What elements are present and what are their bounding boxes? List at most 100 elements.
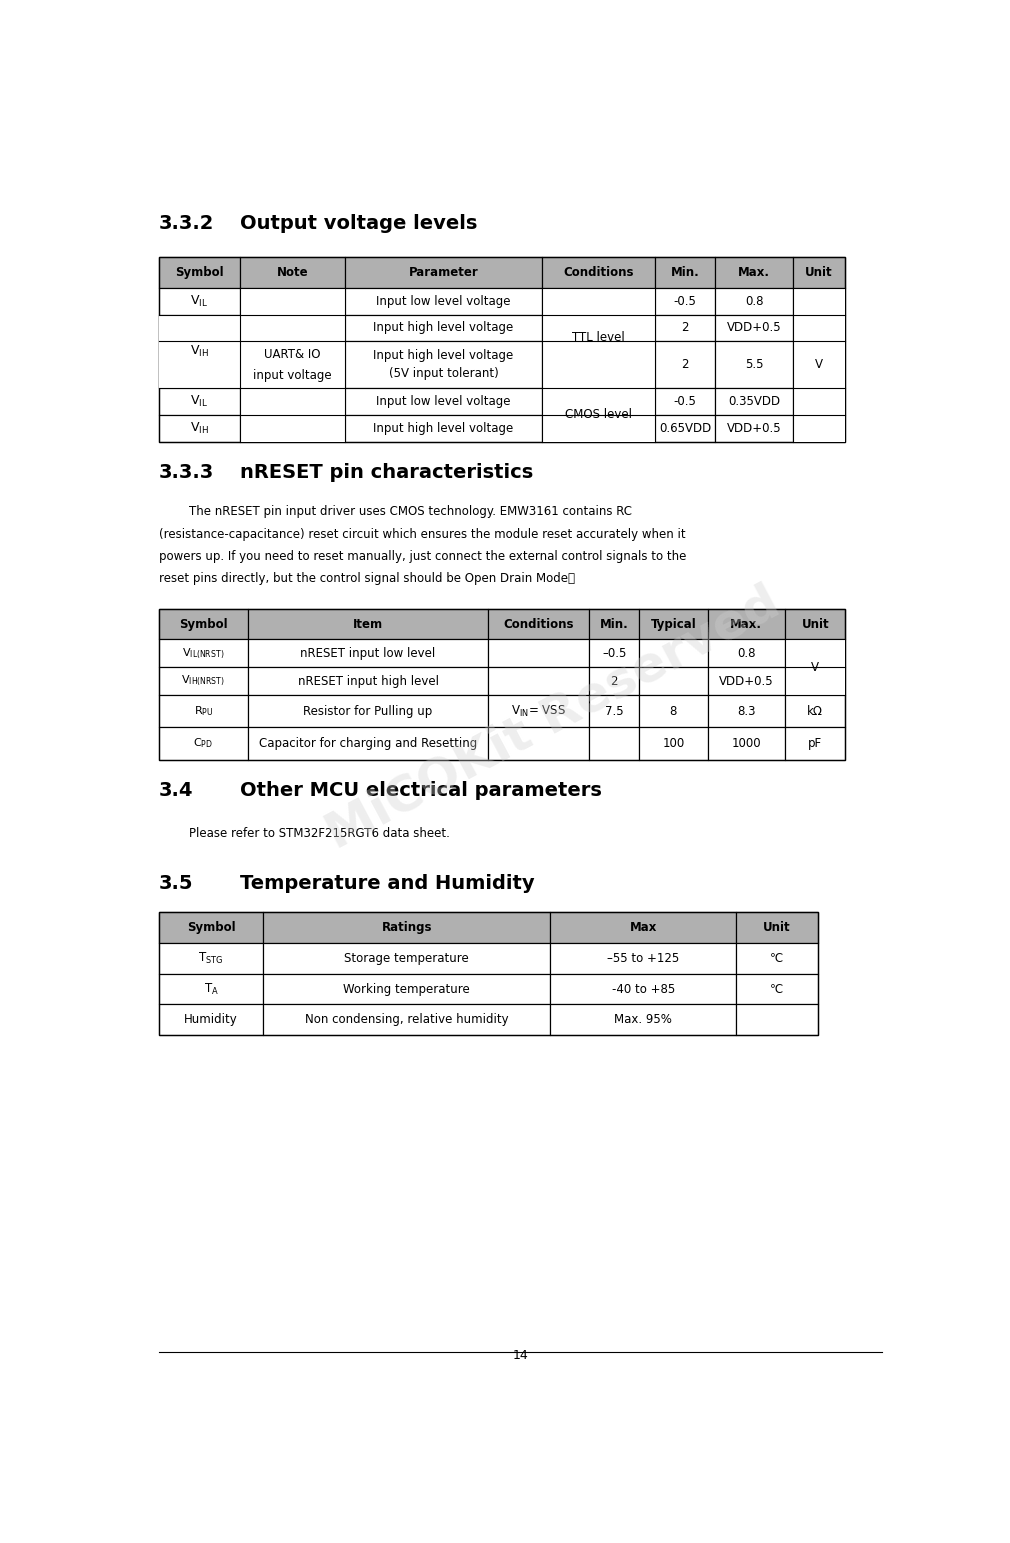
Bar [793, 287, 845, 315]
Text: 100: 100 [663, 738, 685, 750]
Text: nRESET input low level: nRESET input low level [300, 647, 435, 660]
Bar [344, 287, 542, 315]
Bar [793, 387, 845, 415]
Bar [785, 639, 845, 667]
Text: 3.4: 3.4 [159, 781, 193, 801]
Bar [488, 667, 589, 694]
Bar [550, 943, 736, 974]
Text: Note: Note [277, 265, 308, 279]
Bar [785, 667, 845, 694]
Text: ℃: ℃ [771, 983, 784, 995]
Bar [264, 912, 550, 943]
Bar [639, 694, 707, 727]
Bar [715, 341, 793, 387]
Bar [247, 727, 488, 759]
Text: V$_{\mathrm{IH}}$: V$_{\mathrm{IH}}$ [190, 421, 209, 435]
Bar [715, 287, 793, 315]
Bar [542, 287, 654, 315]
Bar [159, 256, 845, 287]
Text: T$_{\mathrm{STG}}$: T$_{\mathrm{STG}}$ [199, 950, 224, 966]
Bar [793, 315, 845, 341]
Bar [488, 727, 589, 759]
Text: V: V [811, 660, 819, 674]
Bar [247, 639, 488, 667]
Text: V$_{\mathrm{IL}}$: V$_{\mathrm{IL}}$ [191, 393, 208, 409]
Bar [654, 256, 715, 287]
Bar [159, 608, 845, 639]
Text: 0.35VDD: 0.35VDD [728, 395, 780, 407]
Text: 8.3: 8.3 [737, 705, 755, 717]
Text: -40 to +85: -40 to +85 [611, 983, 675, 995]
Bar [707, 694, 785, 727]
Text: The nRESET pin input driver uses CMOS technology. EMW3161 contains RC: The nRESET pin input driver uses CMOS te… [159, 506, 632, 518]
Text: nRESET input high level: nRESET input high level [298, 674, 438, 688]
Text: Conditions: Conditions [503, 617, 574, 631]
Text: 7.5: 7.5 [605, 705, 623, 717]
Bar [550, 912, 736, 943]
Bar [159, 315, 240, 341]
Text: VDD+0.5: VDD+0.5 [719, 674, 774, 688]
Text: Unit: Unit [805, 265, 833, 279]
Text: powers up. If you need to reset manually, just connect the external control sign: powers up. If you need to reset manually… [159, 551, 686, 563]
Text: 8: 8 [670, 705, 677, 717]
Text: Input high level voltage: Input high level voltage [374, 421, 514, 435]
Bar [785, 694, 845, 727]
Bar [707, 639, 785, 667]
Bar [654, 387, 715, 415]
Text: R$_{\mathrm{PU}}$: R$_{\mathrm{PU}}$ [194, 704, 213, 717]
Text: Capacitor for charging and Resetting: Capacitor for charging and Resetting [259, 738, 477, 750]
Text: Humidity: Humidity [184, 1014, 238, 1026]
Text: VDD+0.5: VDD+0.5 [726, 321, 782, 335]
Bar [488, 639, 589, 667]
Text: 14: 14 [512, 1350, 528, 1362]
Text: MiCOKit Reserved: MiCOKit Reserved [317, 579, 788, 859]
Bar [542, 287, 654, 387]
Bar [589, 639, 639, 667]
Bar [542, 256, 654, 287]
Bar [159, 639, 247, 667]
Text: Min.: Min. [671, 265, 699, 279]
Bar [785, 639, 845, 694]
Bar [344, 256, 542, 287]
Bar [247, 667, 488, 694]
Bar [159, 387, 240, 415]
Bar [159, 912, 817, 1035]
Bar [344, 387, 542, 415]
Bar [247, 608, 488, 639]
Text: ℃: ℃ [771, 952, 784, 964]
Text: Input low level voltage: Input low level voltage [377, 395, 511, 407]
Bar [639, 639, 707, 667]
Bar [785, 727, 845, 759]
Bar [344, 341, 542, 387]
Text: TTL level: TTL level [573, 332, 625, 344]
Text: 0.65VDD: 0.65VDD [659, 421, 711, 435]
Text: Storage temperature: Storage temperature [344, 952, 470, 964]
Text: Resistor for Pulling up: Resistor for Pulling up [303, 705, 432, 717]
Text: Symbol: Symbol [175, 265, 224, 279]
Text: -0.5: -0.5 [674, 295, 697, 307]
Bar [159, 1004, 264, 1035]
Text: V$_{\mathrm{IL}}$: V$_{\mathrm{IL}}$ [191, 293, 208, 309]
Bar [793, 341, 845, 387]
Bar [159, 608, 247, 639]
Text: Please refer to STM32F215RGT6 data sheet.: Please refer to STM32F215RGT6 data sheet… [159, 827, 449, 841]
Text: (resistance-capacitance) reset circuit which ensures the module reset accurately: (resistance-capacitance) reset circuit w… [159, 528, 686, 540]
Text: –0.5: –0.5 [602, 647, 626, 660]
Text: V$_{\mathrm{IH(NRST)}}$: V$_{\mathrm{IH(NRST)}}$ [182, 674, 225, 688]
Bar [589, 694, 639, 727]
Text: 0.8: 0.8 [744, 295, 764, 307]
Text: 3.3.2: 3.3.2 [159, 214, 214, 233]
Bar [159, 415, 240, 441]
Bar [715, 315, 793, 341]
Text: Symbol: Symbol [187, 921, 235, 934]
Bar [264, 1004, 550, 1035]
Text: UART& IO
input voltage: UART& IO input voltage [254, 347, 332, 381]
Text: nRESET pin characteristics: nRESET pin characteristics [240, 463, 533, 481]
Text: Input low level voltage: Input low level voltage [377, 295, 511, 307]
Bar [240, 341, 344, 387]
Bar [715, 256, 793, 287]
Bar [240, 287, 344, 315]
Bar [159, 727, 247, 759]
Bar [247, 694, 488, 727]
Text: CMOS level: CMOS level [566, 407, 632, 421]
